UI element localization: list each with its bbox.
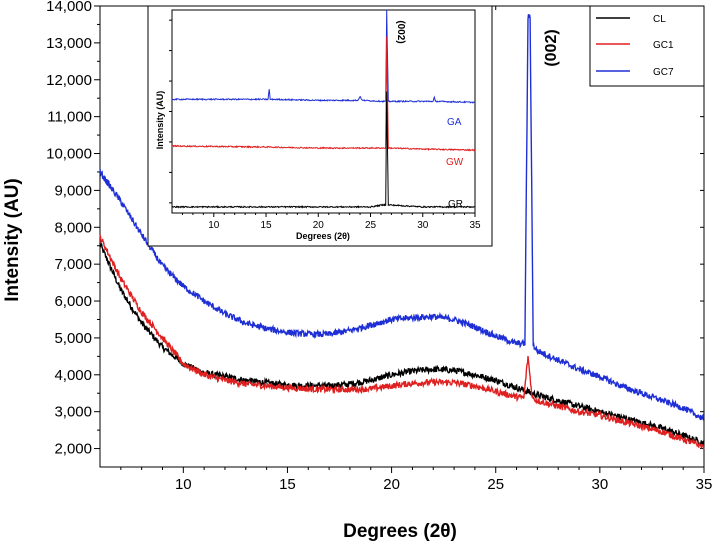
main-y-tick-label: 3,000	[54, 404, 92, 421]
main-x-axis-title: Degrees (2θ)	[343, 521, 457, 542]
main-x-tick-label: 20	[383, 476, 400, 493]
main-axis-ticks: 2,000 3,000 4,000 5,000 6,000 7,000 8,000 9,000…	[46, 0, 712, 493]
main-series-group	[99, 14, 705, 450]
legend-label-gc7: GC7	[653, 67, 674, 78]
main-y-tick-label: 12,000	[46, 72, 92, 89]
inset-peak-annotation-002: (002)	[395, 20, 406, 43]
inset-axis-ticks: 10 15 20 25 30 35	[169, 19, 481, 231]
inset-label-gr: GR	[448, 199, 463, 210]
inset-label-ga: GA	[447, 117, 462, 128]
legend-label-cl: CL	[653, 14, 666, 25]
main-y-tick-label: 11,000	[47, 109, 92, 126]
main-y-tick-label: 9,000	[54, 182, 92, 199]
inset-x-axis-title: Degrees (2θ)	[296, 231, 350, 241]
main-y-tick-label: 5,000	[54, 330, 92, 347]
inset-x-tick-label: 10	[208, 220, 220, 231]
inset-x-tick-label: 30	[417, 220, 429, 231]
inset-y-axis-title: Intensity (AU)	[155, 91, 165, 150]
main-x-tick-label: 30	[592, 476, 609, 493]
main-x-tick-label: 35	[696, 476, 712, 493]
legend-box	[589, 5, 705, 87]
peak-annotation-002: (002)	[543, 29, 560, 66]
inset-series-line-gw	[171, 36, 476, 152]
inset-label-gw: GW	[446, 157, 464, 168]
main-x-tick-label: 15	[279, 476, 296, 493]
main-y-axis-title: Intensity (AU)	[2, 178, 23, 302]
legend: CL GC1 GC7	[589, 5, 705, 87]
inset-series-line-gr	[171, 91, 476, 209]
inset-x-tick-label: 25	[365, 220, 377, 231]
main-y-tick-label: 2,000	[54, 441, 92, 458]
inset-x-tick-label: 20	[313, 220, 325, 231]
legend-label-gc1: GC1	[653, 40, 674, 51]
main-y-tick-label: 6,000	[54, 293, 92, 310]
main-y-tick-label: 13,000	[46, 35, 92, 52]
inset-series-line-ga	[171, 9, 476, 104]
inset-x-tick-label: 35	[469, 220, 481, 231]
main-y-tick-label: 14,000	[46, 0, 92, 15]
main-series-line-gc7	[99, 14, 705, 421]
inset-plot-area	[171, 9, 476, 214]
main-y-tick-label: 7,000	[54, 256, 92, 273]
inset-x-tick-label: 15	[260, 220, 272, 231]
main-y-tick-label: 10,000	[46, 146, 92, 163]
main-series-line-gc1	[99, 234, 705, 450]
main-y-tick-label: 4,000	[54, 367, 92, 384]
main-y-tick-label: 8,000	[54, 219, 92, 236]
main-x-tick-label: 25	[487, 476, 504, 493]
inset-series-group	[171, 9, 476, 209]
inset-chart: 10 15 20 25 30 35 Intensity (AU) Degrees (2θ)…	[147, 5, 493, 247]
main-x-tick-label: 10	[175, 476, 192, 493]
